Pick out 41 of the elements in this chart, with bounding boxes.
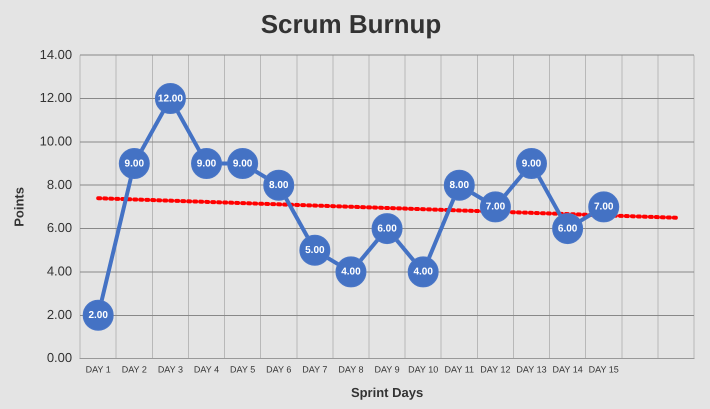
x-tick-label: DAY 12 [480,364,510,374]
data-label: 6.00 [558,223,578,234]
data-label: 2.00 [88,310,108,322]
data-label: 9.00 [522,158,542,170]
x-axis-title: Sprint Days [350,384,424,400]
data-label: 9.00 [196,158,217,170]
data-label: 4.00 [413,266,434,278]
x-tick-label: DAY 4 [194,364,220,374]
y-tick-label: 6.00 [46,220,72,236]
y-tick-label: 8.00 [46,176,72,192]
x-tick-label: DAY 8 [338,364,364,374]
y-tick-label: 2.00 [46,306,72,322]
x-tick-label: DAY 7 [302,364,328,374]
x-tick-label: DAY 2 [122,364,147,374]
data-label: 9.00 [124,158,144,170]
data-label: 8.00 [450,180,470,191]
data-label: 7.00 [486,202,506,213]
x-tick-label: DAY 5 [230,364,256,374]
x-tick-label: DAY 6 [266,364,292,374]
data-label: 9.00 [232,158,253,170]
x-tick-label: DAY 15 [588,364,619,374]
x-tick-label: DAY 11 [444,364,474,374]
y-axis-title: Points [11,187,26,227]
data-label: 12.00 [158,93,184,104]
y-tick-label: 4.00 [46,263,72,278]
x-tick-label: DAY 10 [408,364,438,374]
x-tick-label: DAY 13 [516,364,547,374]
x-tick-label: DAY 14 [552,364,583,374]
data-label: 4.00 [341,266,362,278]
chart-title: Scrum Burnup [260,8,442,39]
data-label: 8.00 [269,180,289,191]
y-tick-label: 0.00 [46,350,72,366]
x-tick-label: DAY 3 [158,364,183,374]
x-tick-label: DAY 9 [374,364,400,374]
y-tick-label: 14.00 [40,46,72,62]
y-tick-label: 10.00 [40,133,72,148]
x-tick-label: DAY 1 [86,364,111,374]
data-label: 6.00 [377,223,398,234]
y-tick-label: 12.00 [40,90,72,106]
data-label: 5.00 [305,244,326,256]
data-label: 7.00 [594,202,614,213]
